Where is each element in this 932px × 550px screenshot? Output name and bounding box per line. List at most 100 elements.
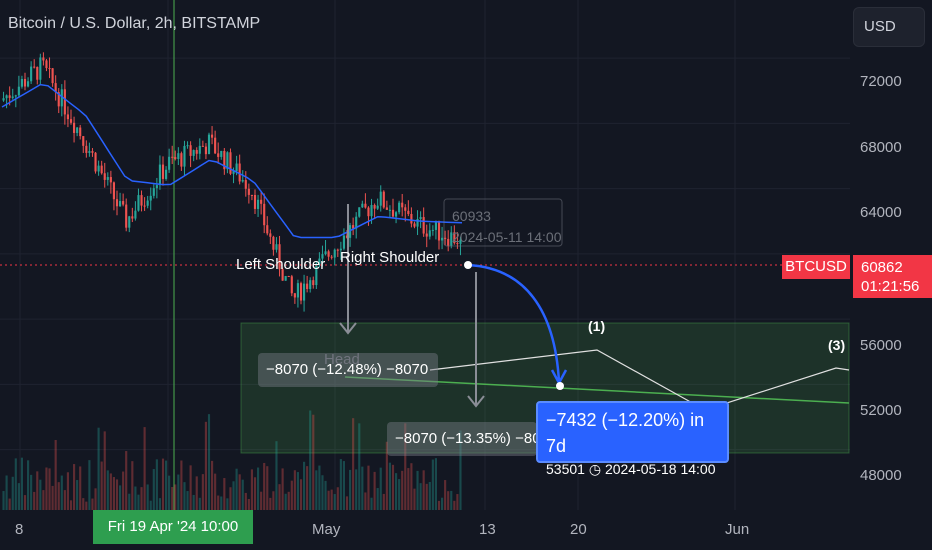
candle-body	[394, 212, 398, 217]
candle-body	[293, 293, 296, 298]
volume-bar	[128, 493, 131, 510]
candle-body	[5, 95, 8, 99]
left-shoulder-label[interactable]: Left Shoulder	[236, 256, 326, 273]
candle-body	[36, 66, 39, 80]
volume-bar	[241, 479, 244, 510]
price-tick: 64000	[860, 204, 902, 221]
volume-bar	[290, 480, 293, 510]
volume-bar	[434, 458, 438, 510]
volume-bar	[51, 485, 54, 510]
volume-bar	[146, 484, 149, 510]
volume-bar	[413, 488, 416, 510]
volume-bar	[364, 492, 367, 510]
volume-bar	[440, 497, 444, 510]
volume-bar	[106, 470, 109, 510]
candle-body	[48, 68, 51, 70]
volume-bar	[293, 470, 296, 510]
candle-body	[398, 202, 401, 213]
volume-bar	[373, 471, 376, 510]
volume-bar	[388, 462, 392, 510]
candle-body	[140, 195, 143, 206]
candle-body	[250, 194, 254, 196]
volume-bar	[422, 470, 425, 510]
candle-body	[321, 254, 324, 259]
candle-body	[315, 263, 318, 286]
candle-body	[447, 238, 450, 246]
measure-label-1[interactable]: −8070 (−12.48%) −8070	[258, 353, 438, 387]
volume-bar	[269, 497, 272, 510]
candle-body	[57, 92, 60, 107]
volume-bar	[33, 491, 36, 510]
volume-bar	[444, 480, 447, 510]
time-tick: 13	[479, 521, 496, 538]
volume-bar	[348, 469, 352, 510]
candle-body	[352, 225, 355, 229]
candle-body	[410, 213, 413, 224]
volume-bar	[391, 464, 395, 510]
candle-body	[30, 66, 33, 82]
volume-bar	[275, 441, 278, 510]
volume-bar	[2, 491, 5, 510]
head-label[interactable]: Head	[324, 351, 360, 368]
volume-bar	[339, 459, 342, 510]
candle-body	[413, 223, 416, 227]
candle-body	[143, 205, 146, 207]
volume-bar	[195, 476, 198, 510]
wave-label-3[interactable]: (3)	[828, 337, 846, 353]
volume-bar	[161, 458, 165, 510]
volume-bar	[407, 468, 410, 510]
ghost-tooltip-frame	[443, 198, 563, 247]
crosshair-time-label: Fri 19 Apr '24 10:00	[93, 510, 253, 544]
measure-label-2[interactable]: −8070 (−13.35%) −80	[387, 422, 537, 456]
candle-body	[201, 145, 204, 147]
candle-body	[146, 200, 149, 206]
volume-bar	[450, 490, 453, 510]
candle-body	[244, 180, 247, 189]
candle-body	[79, 127, 82, 137]
volume-bar	[370, 497, 373, 510]
moving-average-line	[1, 83, 463, 239]
candle-body	[171, 156, 174, 158]
wave-label-1[interactable]: (1)	[588, 318, 606, 334]
candle-body	[14, 95, 17, 97]
volume-bar	[355, 469, 358, 510]
projection-label[interactable]: −7432 (−12.20%) in 7d 53501 ◷ 2024-05-18…	[536, 401, 729, 477]
volume-bar	[238, 474, 241, 510]
candle-body	[109, 177, 112, 183]
currency-button[interactable]: USD	[853, 7, 925, 47]
volume-bar	[330, 489, 333, 510]
right-shoulder-label[interactable]: Right Shoulder	[340, 249, 440, 266]
candle-body	[333, 249, 336, 258]
volume-bar	[42, 490, 45, 510]
volume-bar	[171, 486, 174, 510]
volume-bar	[180, 460, 183, 510]
candle-body	[207, 134, 211, 155]
candle-body	[60, 89, 63, 107]
volume-bar	[97, 427, 100, 510]
candle-body	[330, 256, 333, 258]
candle-body	[158, 164, 162, 186]
candle-body	[155, 185, 158, 189]
candle-body	[385, 207, 388, 210]
candle-body	[309, 280, 312, 289]
volume-bar	[312, 414, 315, 510]
candle-body	[229, 152, 232, 174]
candle-body	[66, 114, 70, 120]
volume-bar	[447, 491, 450, 510]
candle-body	[296, 283, 300, 298]
volume-bar	[63, 490, 66, 510]
volume-bar	[315, 470, 318, 510]
volume-bar	[398, 479, 401, 510]
measure-arrow-1-head	[339, 322, 357, 335]
price-tick: 68000	[860, 139, 902, 156]
time-tick: Jun	[725, 521, 750, 538]
candle-body	[404, 207, 407, 211]
volume-bar	[401, 470, 404, 510]
candle-body	[367, 207, 370, 217]
candle-body	[287, 276, 290, 278]
volume-bar	[284, 493, 287, 510]
candle-body	[376, 205, 379, 209]
candle-body	[20, 78, 24, 87]
candle-body	[456, 243, 459, 245]
volume-bar	[26, 460, 30, 510]
